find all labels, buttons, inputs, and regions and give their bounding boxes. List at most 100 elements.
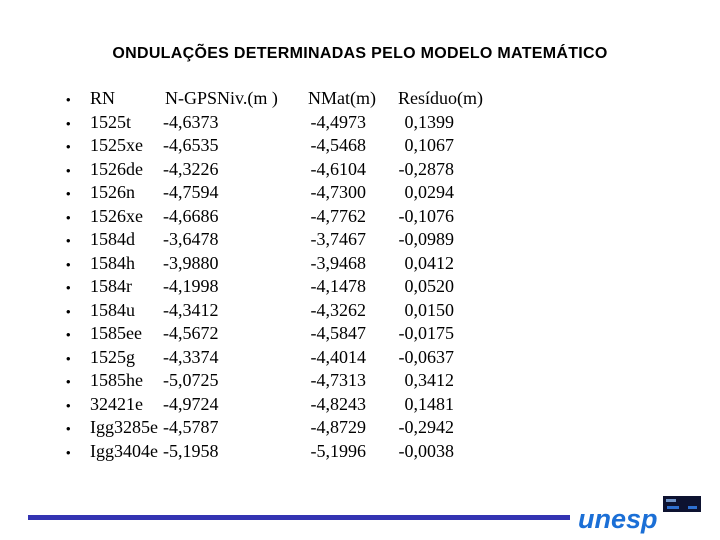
nmat-cell: -4,5847 [310,323,367,343]
page-title: ONDULAÇÕES DETERMINADAS PELO MODELO MATE… [112,45,608,62]
residuo-cell: -0,0637 [398,346,455,367]
bullet-icon: • [66,374,71,389]
rn-cell: 1525g [90,346,135,367]
rn-cell: 1584u [90,299,135,320]
residuo-cell: -0,2878 [398,158,455,179]
residuo-cell: 0,0294 [404,182,455,202]
nmat-cell: -3,7467 [310,229,367,249]
n-gps-cell: -4,6373 [163,111,219,132]
header-residuo: Resíduo(m) [398,88,483,108]
n-gps-cell: -4,5672 [163,323,219,343]
residuo-cell: -0,0989 [398,229,455,249]
unesp-logo-text: unesp [578,504,658,534]
bullet-icon: • [66,350,71,366]
residuo-cell: -0,0175 [398,323,455,343]
n-gps-cell: -5,1958 [163,440,219,461]
bullet-icon: • [66,92,71,107]
nmat-cell: -4,7300 [310,182,367,202]
table-row: • Igg3404e -5,1958 -5,1996 -0,0038 [66,440,483,464]
residuo-cell: -0,0038 [398,440,455,461]
nmat-cell: -4,7762 [310,205,367,226]
table-row: • 1585ee -4,5672 -4,5847 -0,0175 [66,322,483,346]
nmat-cell: -4,6104 [310,158,367,179]
table-row: • 1585he -5,0725 -4,7313 0,3412 [66,369,483,393]
residuo-cell: 0,3412 [404,370,455,390]
rn-cell: 1584h [90,252,135,273]
n-gps-cell: -4,9724 [163,393,219,414]
residuo-cell: -0,2942 [398,417,455,437]
n-gps-cell: -3,9880 [163,252,219,273]
rn-cell: Igg3285e [90,417,158,437]
bullet-icon: • [66,303,71,319]
rn-cell: 1584r [90,276,132,296]
rn-cell: 1585he [90,370,143,390]
table-row: • 1525t -4,6373 -4,4973 0,1399 [66,111,483,135]
bullet-icon: • [66,115,71,131]
bullet-icon: • [66,397,71,413]
residuo-cell: 0,0150 [404,299,455,320]
residuo-cell: 0,1399 [404,111,455,132]
nmat-cell: -4,4014 [310,346,367,367]
rn-cell: 32421e [90,393,143,414]
nmat-cell: -4,7313 [310,370,367,390]
table-row: • 1525xe -4,6535 -4,5468 0,1067 [66,134,483,158]
table-row: • 1526de -4,3226 -4,6104 -0,2878 [66,158,483,182]
n-gps-cell: -4,3374 [163,346,219,367]
residuo-cell: 0,1481 [404,393,455,414]
n-gps-cell: -5,0725 [163,370,219,390]
bullet-icon: • [66,162,71,178]
n-gps-cell: -4,5787 [163,417,219,437]
bullet-icon: • [66,421,71,436]
residuo-cell: -0,1076 [398,205,455,226]
rn-cell: 1526n [90,182,135,202]
rn-cell: 1585ee [90,323,142,343]
n-gps-cell: -4,3226 [163,158,219,179]
rn-cell: 1526de [90,158,143,179]
n-gps-cell: -3,6478 [163,229,219,249]
unesp-emblem-icon [663,496,701,512]
header-rn: RN [90,88,116,108]
table-row: • 1584d -3,6478 -3,7467 -0,0989 [66,228,483,252]
table-row: • Igg3285e -4,5787 -4,8729 -0,2942 [66,416,483,440]
nmat-cell: -4,8729 [310,417,367,437]
bullet-icon: • [66,327,71,342]
table-row: • 1526xe -4,6686 -4,7762 -0,1076 [66,205,483,229]
rn-cell: 1526xe [90,205,143,226]
rn-cell: 1525t [90,111,132,132]
nmat-cell: -5,1996 [310,440,367,461]
bullet-icon: • [66,280,71,295]
n-gps-cell: -4,1998 [163,276,219,296]
divider-line [28,515,570,520]
bullet-icon: • [66,186,71,201]
n-gps-cell: -4,3412 [163,299,219,320]
ondulacoes-table: • RN N-GPSNiv.(m ) NMat(m) Resíduo(m) • … [66,87,483,463]
bullet-icon: • [66,209,71,225]
n-gps-cell: -4,6535 [163,135,219,155]
table-row: • 1584u -4,3412 -4,3262 0,0150 [66,299,483,323]
rn-cell: 1584d [90,229,135,249]
header-nmat: NMat(m) [308,88,376,108]
residuo-cell: 0,1067 [404,135,455,155]
table-header-row: • RN N-GPSNiv.(m ) NMat(m) Resíduo(m) [66,87,483,111]
header-n-gps-niv: N-GPSNiv.(m ) [165,88,278,108]
table-row: • 1584r -4,1998 -4,1478 0,0520 [66,275,483,299]
rn-cell: Igg3404e [90,440,158,461]
nmat-cell: -4,3262 [310,299,367,320]
bullet-icon: • [66,444,71,460]
table-row: • 1584h -3,9880 -3,9468 0,0412 [66,252,483,276]
nmat-cell: -4,8243 [310,393,367,414]
table-row: • 1526n -4,7594 -4,7300 0,0294 [66,181,483,205]
table-row: • 1525g -4,3374 -4,4014 -0,0637 [66,346,483,370]
n-gps-cell: -4,7594 [163,182,219,202]
rn-cell: 1525xe [90,135,143,155]
bullet-icon: • [66,139,71,154]
n-gps-cell: -4,6686 [163,205,219,226]
bullet-icon: • [66,233,71,248]
table-row: • 32421e -4,9724 -4,8243 0,1481 [66,393,483,417]
nmat-cell: -4,5468 [310,135,367,155]
residuo-cell: 0,0520 [404,276,455,296]
nmat-cell: -4,1478 [310,276,367,296]
nmat-cell: -4,4973 [310,111,367,132]
residuo-cell: 0,0412 [404,252,455,273]
